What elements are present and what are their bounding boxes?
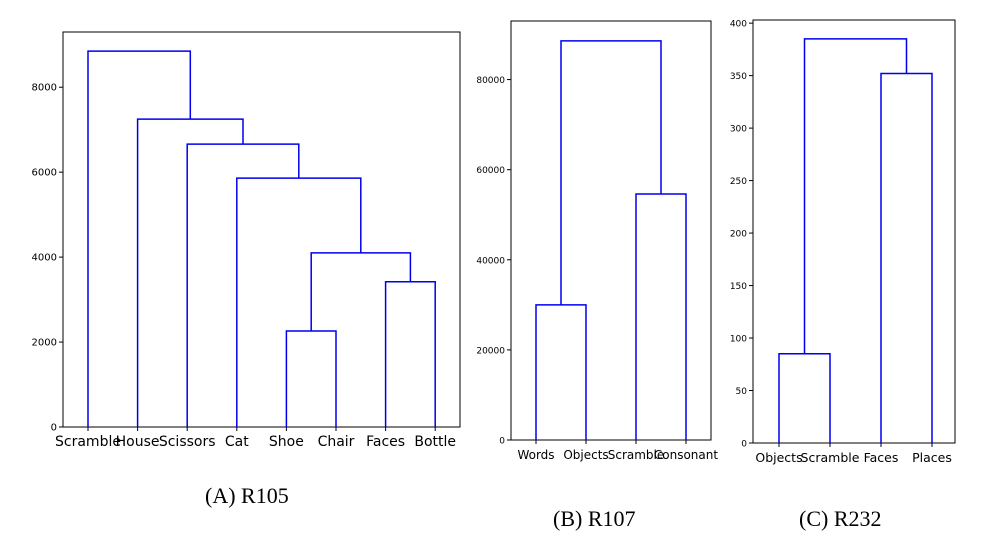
panel-c-ytick-label: 400 <box>730 20 747 30</box>
panel-c-plot-frame <box>752 19 956 444</box>
panel-b-caption: (B) R107 <box>553 506 636 531</box>
panel-a-link <box>87 50 192 427</box>
panel-a-ytick-label: 8000 <box>32 83 57 94</box>
panel-c-ytick-label: 50 <box>736 387 748 397</box>
panel-a-leaf-label: Scramble <box>55 434 121 450</box>
panel-a-link <box>186 143 300 427</box>
panel-c-leaf-label: Objects <box>755 450 802 465</box>
panel-a-link <box>236 177 362 427</box>
panel-a-ytick-label: 6000 <box>32 168 57 179</box>
panel-b-ytick-label: 20000 <box>476 346 505 356</box>
panel-a-leaf-label: Chair <box>318 434 355 450</box>
panel-b-leaf-label: Words <box>517 448 554 462</box>
panel-a-ytick-label: 4000 <box>32 253 57 264</box>
panel-a-link <box>285 330 337 427</box>
panel-a-link <box>136 118 244 427</box>
panel-b-link <box>535 304 587 440</box>
panel-a-leaf-label: Bottle <box>414 434 456 450</box>
panel-a-link <box>310 252 412 332</box>
panel-b-ytick-label: 40000 <box>476 256 505 266</box>
panel-c-ytick-label: 300 <box>730 125 747 135</box>
panel-b-plot-frame <box>510 20 712 441</box>
panel-c-caption: (C) R232 <box>799 506 882 531</box>
panel-a-leaf-label: Cat <box>225 434 249 450</box>
panel-a-leaf-label: Scissors <box>159 434 216 450</box>
panel-a-caption: (A) R105 <box>205 483 289 508</box>
panel-c-link <box>880 72 933 443</box>
panel-c-ytick-label: 100 <box>730 335 747 345</box>
panel-b-link <box>560 40 662 305</box>
panel-c-ytick-label: 350 <box>730 72 747 82</box>
panel-c-leaf-label: Places <box>912 450 952 465</box>
panel-b-link <box>635 193 687 440</box>
panel-c-link <box>778 353 831 443</box>
panel-b-leaf-label: Scramble <box>608 448 665 462</box>
panel-c-ytick-label: 0 <box>741 440 747 450</box>
panel-c-ytick-label: 150 <box>730 282 747 292</box>
panel-a-plot-frame <box>62 31 461 428</box>
panel-a-leaf-label: Faces <box>366 434 405 450</box>
panel-c-ytick-label: 250 <box>730 177 747 187</box>
panel-c-leaf-label: Scramble <box>801 450 860 465</box>
panel-c-ytick-label: 200 <box>730 230 747 240</box>
panel-b-ytick-label: 80000 <box>476 76 505 86</box>
panel-a-ytick-label: 2000 <box>32 338 57 349</box>
panel-a-leaf-label: House <box>116 434 160 450</box>
panel-b-leaf-label: Consonant <box>654 448 718 462</box>
panel-a-leaf-label: Shoe <box>269 434 304 450</box>
panel-b-leaf-label: Objects <box>563 448 608 462</box>
panel-b-chart: 0 20000 40000 60000 80000 Words Objects Scrambl… <box>476 20 718 462</box>
panel-c-link <box>803 38 908 354</box>
panel-a-link <box>384 280 436 427</box>
panel-b-ytick-label: 0 <box>499 437 505 447</box>
panel-b-ytick-label: 60000 <box>476 166 505 176</box>
panel-a-ytick-label: 0 <box>51 423 57 434</box>
panel-c-leaf-label: Faces <box>864 450 899 465</box>
